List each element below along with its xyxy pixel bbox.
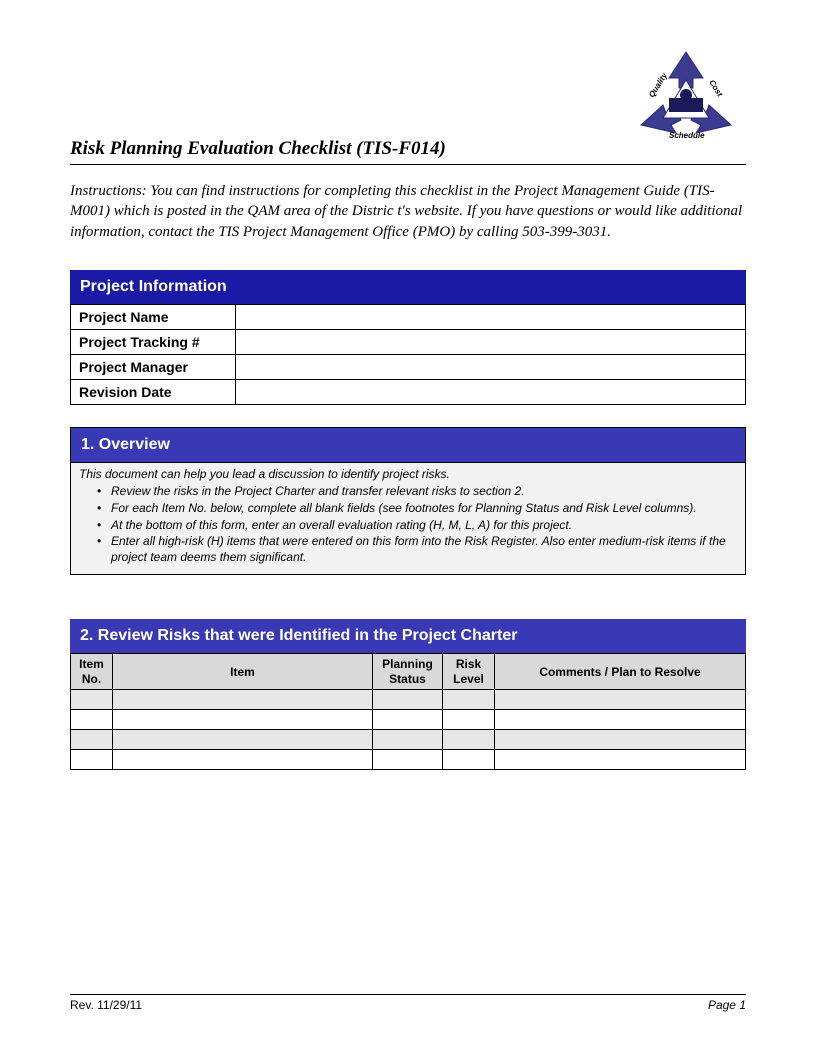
list-item: Enter all high-risk (H) items that were … [97,534,737,565]
col-risk-level: Risk Level [443,654,495,690]
cell-item[interactable] [113,750,373,770]
page-footer: Rev. 11/29/11 Page 1 [70,994,746,1012]
risks-table: Item No. Item Planning Status Risk Level… [70,653,746,770]
overview-intro: This document can help you lead a discus… [79,467,737,483]
qcs-logo: Quality Cost Schedule [631,50,741,145]
cell-planning-status[interactable] [373,730,443,750]
project-name-value[interactable] [236,304,746,329]
title-underline [70,164,746,165]
col-planning-status: Planning Status [373,654,443,690]
table-row: Project Name [71,304,746,329]
cell-comments[interactable] [495,710,746,730]
project-manager-label: Project Manager [71,354,236,379]
risks-header: 2. Review Risks that were Identified in … [70,619,746,653]
cell-item-no[interactable] [71,710,113,730]
cell-item-no[interactable] [71,730,113,750]
table-row: Project Manager [71,354,746,379]
col-comments: Comments / Plan to Resolve [495,654,746,690]
project-tracking-label: Project Tracking # [71,329,236,354]
cell-planning-status[interactable] [373,710,443,730]
project-info-header: Project Information [70,270,746,304]
table-row [71,730,746,750]
svg-text:Cost: Cost [707,78,724,98]
cell-comments[interactable] [495,690,746,710]
table-row [71,690,746,710]
table-row: Revision Date [71,379,746,404]
svg-text:Schedule: Schedule [669,131,705,140]
cell-planning-status[interactable] [373,690,443,710]
revision-date: Rev. 11/29/11 [70,998,142,1012]
overview-header: 1. Overview [70,427,746,463]
table-row: Project Tracking # [71,329,746,354]
cell-item[interactable] [113,710,373,730]
list-item: For each Item No. below, complete all bl… [97,501,737,517]
cell-comments[interactable] [495,750,746,770]
revision-date-value[interactable] [236,379,746,404]
project-name-label: Project Name [71,304,236,329]
cell-comments[interactable] [495,730,746,750]
col-item-no: Item No. [71,654,113,690]
project-info-table: Project Name Project Tracking # Project … [70,304,746,405]
cell-risk-level[interactable] [443,710,495,730]
cell-item-no[interactable] [71,750,113,770]
instructions-text: Instructions: You can find instructions … [70,181,746,242]
table-row [71,710,746,730]
svg-text:Quality: Quality [647,71,669,99]
cell-risk-level[interactable] [443,730,495,750]
table-header-row: Item No. Item Planning Status Risk Level… [71,654,746,690]
overview-box: This document can help you lead a discus… [70,463,746,576]
project-tracking-value[interactable] [236,329,746,354]
project-manager-value[interactable] [236,354,746,379]
cell-item[interactable] [113,690,373,710]
list-item: At the bottom of this form, enter an ove… [97,518,737,534]
cell-item[interactable] [113,730,373,750]
list-item: Review the risks in the Project Charter … [97,484,737,500]
overview-content: This document can help you lead a discus… [71,463,745,575]
cell-item-no[interactable] [71,690,113,710]
cell-risk-level[interactable] [443,750,495,770]
page-number: Page 1 [708,998,746,1012]
overview-list: Review the risks in the Project Charter … [79,484,737,565]
revision-date-label: Revision Date [71,379,236,404]
table-row [71,750,746,770]
col-item: Item [113,654,373,690]
cell-planning-status[interactable] [373,750,443,770]
cell-risk-level[interactable] [443,690,495,710]
